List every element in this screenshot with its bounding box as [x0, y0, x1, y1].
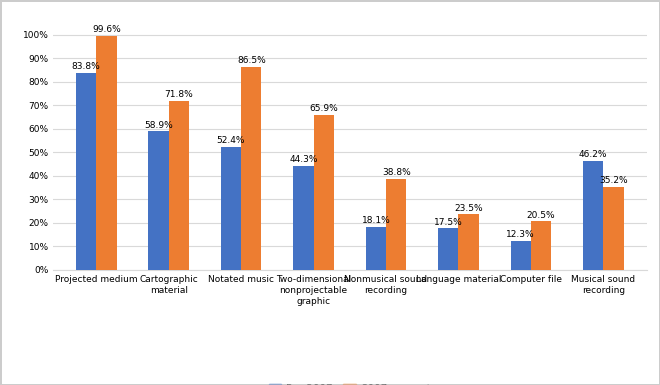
Bar: [314, 115, 334, 270]
Text: 35.2%: 35.2%: [599, 176, 628, 185]
Text: 38.8%: 38.8%: [381, 167, 411, 177]
Text: 52.4%: 52.4%: [216, 136, 246, 145]
Text: 65.9%: 65.9%: [310, 104, 338, 113]
Bar: [531, 221, 551, 270]
Text: 71.8%: 71.8%: [164, 90, 193, 99]
Text: 46.2%: 46.2%: [579, 150, 607, 159]
Bar: [148, 131, 169, 270]
Text: 83.8%: 83.8%: [72, 62, 100, 71]
Bar: [459, 214, 478, 270]
Bar: [603, 187, 624, 270]
Bar: [386, 179, 407, 270]
Bar: [366, 227, 386, 270]
Bar: [76, 73, 96, 270]
Text: 23.5%: 23.5%: [454, 204, 483, 213]
Bar: [583, 161, 603, 270]
Text: 99.6%: 99.6%: [92, 25, 121, 34]
Text: 17.5%: 17.5%: [434, 218, 463, 227]
Text: 86.5%: 86.5%: [237, 56, 266, 65]
Bar: [438, 228, 459, 270]
Bar: [169, 101, 189, 270]
Bar: [241, 67, 261, 269]
Text: 44.3%: 44.3%: [289, 155, 317, 164]
Text: 18.1%: 18.1%: [362, 216, 390, 225]
Text: 20.5%: 20.5%: [527, 211, 555, 219]
Legend: Pre-2007, 2007-present: Pre-2007, 2007-present: [265, 380, 435, 385]
Bar: [96, 36, 117, 270]
Bar: [221, 147, 241, 270]
Text: 12.3%: 12.3%: [506, 230, 535, 239]
Text: 58.9%: 58.9%: [144, 121, 173, 129]
Bar: [293, 166, 314, 270]
Bar: [511, 241, 531, 270]
